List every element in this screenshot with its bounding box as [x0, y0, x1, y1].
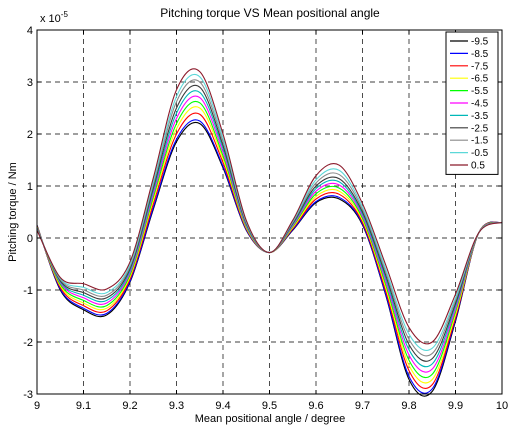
x-tick-label: 9.4 — [215, 400, 230, 412]
legend-label: -5.5 — [471, 86, 489, 97]
legend-label: -2.5 — [471, 123, 489, 134]
y-tick-label: 4 — [27, 25, 33, 37]
y-tick-label: 3 — [27, 77, 33, 89]
x-tick-label: 10 — [496, 400, 508, 412]
y-multiplier-base: x 10 — [40, 13, 61, 25]
legend-label: -6.5 — [471, 74, 489, 85]
x-tick-label: 9.9 — [448, 400, 463, 412]
x-axis-label: Mean positional angle / degree — [195, 413, 345, 425]
x-tick-label: 9.3 — [169, 400, 184, 412]
legend-label: -0.5 — [471, 148, 489, 159]
legend-label: -4.5 — [471, 99, 489, 110]
x-tick-label: 9.1 — [76, 400, 91, 412]
legend-label: -8.5 — [471, 49, 489, 60]
y-axis-label: Pitching torque / Nm — [7, 162, 19, 262]
chart-title: Pitching torque VS Mean positional angle — [160, 6, 380, 20]
x-tick-label: 9.7 — [355, 400, 370, 412]
y-multiplier-label: x 10-5 — [40, 10, 68, 25]
legend: -9.5-8.5-7.5 -6.5-5.5 -4.5-3.5-2.5 -1.5-0.5… — [445, 31, 499, 175]
y-tick-label: 0 — [27, 233, 33, 245]
grid — [37, 30, 502, 394]
x-tick-label: 9.2 — [122, 400, 137, 412]
x-tick-label: 9.5 — [262, 400, 277, 412]
y-tick-label: 2 — [27, 129, 33, 141]
x-tick-label: 9 — [34, 400, 40, 412]
legend-label: -9.5 — [471, 37, 489, 48]
ticks: 9 9.1 9.2 9.3 9.4 9.5 9.6 9.7 9.8 9.9 10 -3 -2 -1 0 1 2 3… — [23, 25, 508, 412]
y-tick-label: 1 — [27, 181, 33, 193]
x-tick-label: 9.8 — [401, 400, 416, 412]
y-tick-label: -2 — [23, 337, 33, 349]
y-multiplier-exponent: -5 — [61, 10, 69, 19]
series-lines — [36, 68, 503, 397]
legend-label: -1.5 — [471, 136, 489, 147]
y-tick-label: -3 — [23, 389, 33, 401]
series-line — [36, 68, 503, 345]
x-tick-label: 9.6 — [308, 400, 323, 412]
y-tick-label: -1 — [23, 285, 33, 297]
legend-label: 0.5 — [471, 161, 485, 172]
legend-label: -3.5 — [471, 111, 489, 122]
legend-label: -7.5 — [471, 61, 489, 72]
